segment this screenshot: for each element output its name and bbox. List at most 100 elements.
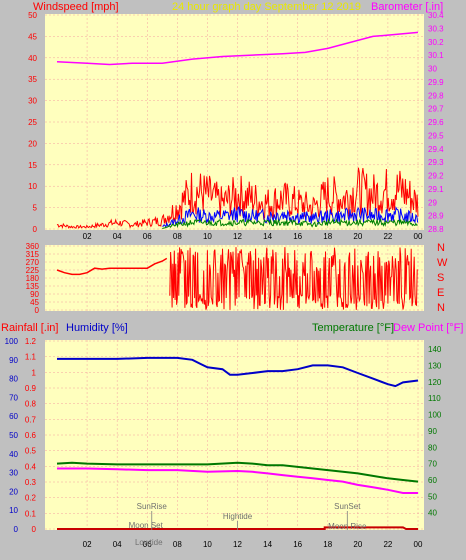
temperature-tick-label: 80 <box>428 443 437 452</box>
rainfall-tick-label: 0.3 <box>25 478 37 487</box>
windspeed-axis-label: Windspeed [mph] <box>33 1 119 13</box>
event-moonrise: Moon Rise <box>328 522 367 531</box>
temperature-tick-label: 90 <box>428 427 437 436</box>
temperature-tick-label: 120 <box>428 378 442 387</box>
temperature-tick-label: 140 <box>428 345 442 354</box>
humidity-tick-label: 70 <box>9 393 18 402</box>
time-tick-label: 16 <box>293 540 302 549</box>
time-tick-label: 12 <box>233 540 242 549</box>
barometer-tick-label: 29.8 <box>428 91 444 100</box>
time-tick-label: 08 <box>173 232 182 241</box>
time-tick-label: 20 <box>353 540 362 549</box>
humidity-tick-label: 90 <box>9 356 18 365</box>
rainfall-tick-label: 0.5 <box>25 447 37 456</box>
direction-tick-label: 45 <box>30 298 39 307</box>
humidity-tick-label: 20 <box>9 487 18 496</box>
humidity-axis-label: Humidity [%] <box>66 322 128 334</box>
time-tick-label: 16 <box>293 232 302 241</box>
barometer-tick-label: 29.1 <box>428 185 444 194</box>
wind-tick-label: 45 <box>28 32 37 41</box>
barometer-tick-label: 28.9 <box>428 212 444 221</box>
temperature-tick-label: 50 <box>428 492 437 501</box>
rainfall-tick-label: 0.1 <box>25 509 37 518</box>
time-tick-label: 22 <box>383 540 392 549</box>
time-tick-label: 12 <box>233 232 242 241</box>
time-tick-label: 20 <box>353 232 362 241</box>
direction-tick-label: 90 <box>30 290 39 299</box>
direction-tick-label: 135 <box>26 282 40 291</box>
temperature-tick-label: 70 <box>428 460 437 469</box>
temperature-line <box>56 461 419 483</box>
humidity-tick-label: 0 <box>14 525 19 534</box>
wind-tick-label: 35 <box>28 75 37 84</box>
temperature-tick-label: 130 <box>428 362 442 371</box>
time-tick-label: 06 <box>143 540 152 549</box>
humidity-line <box>57 356 419 388</box>
temperature-tick-label: 60 <box>428 476 437 485</box>
rainfall-tick-label: 0.7 <box>25 415 37 424</box>
compass-label: W <box>437 257 448 269</box>
wind-direction-line <box>56 257 168 276</box>
time-tick-label: 10 <box>203 232 212 241</box>
time-tick-label: 00 <box>414 540 423 549</box>
time-tick-label: 06 <box>143 232 152 241</box>
compass-label: N <box>437 242 445 254</box>
time-tick-label: 02 <box>83 540 92 549</box>
direction-tick-label: 180 <box>26 274 40 283</box>
rainfall-tick-label: 0.6 <box>25 431 37 440</box>
humidity-tick-label: 60 <box>9 412 18 421</box>
rainfall-axis-label: Rainfall [.in] <box>1 322 58 334</box>
barometer-tick-label: 30.2 <box>428 38 444 47</box>
direction-tick-label: 315 <box>26 250 40 259</box>
direction-tick-label: 360 <box>26 242 40 251</box>
barometer-tick-label: 29.6 <box>428 118 444 127</box>
wind-tick-label: 20 <box>28 139 37 148</box>
compass-label: N <box>437 302 445 314</box>
rainfall-tick-label: 0.2 <box>25 494 37 503</box>
barometer-tick-label: 29.7 <box>428 105 444 114</box>
direction-tick-label: 270 <box>26 258 40 267</box>
humidity-tick-label: 30 <box>9 469 18 478</box>
rainfall-tick-label: 0.4 <box>25 462 37 471</box>
time-tick-label: 08 <box>173 540 182 549</box>
wind-tick-label: 10 <box>28 182 37 191</box>
barometer-tick-label: 30.4 <box>428 11 444 20</box>
barometer-tick-label: 29 <box>428 198 437 207</box>
direction-tick-label: 0 <box>35 306 40 315</box>
barometer-tick-label: 29.4 <box>428 145 444 154</box>
wind-speed-line <box>56 167 419 229</box>
rainfall-tick-label: 0 <box>32 525 37 534</box>
humidity-tick-label: 50 <box>9 431 18 440</box>
humidity-tick-label: 100 <box>5 337 19 346</box>
rainfall-tick-label: 1.1 <box>25 353 37 362</box>
wind-tick-label: 15 <box>28 161 37 170</box>
wind-tick-label: 0 <box>33 225 38 234</box>
temperature-tick-label: 40 <box>428 509 437 518</box>
barometer-axis-label: Barometer [.in] <box>371 1 443 13</box>
compass-label: E <box>437 287 444 299</box>
event-sunrise: SunRise <box>137 502 168 511</box>
compass-label: S <box>437 272 444 284</box>
wind-tick-label: 25 <box>28 118 37 127</box>
dewpoint-line <box>57 467 418 494</box>
direction-tick-label: 225 <box>26 266 40 275</box>
event-lowtide: Lowtide <box>135 538 163 547</box>
barometer-tick-label: 29.2 <box>428 172 444 181</box>
time-tick-label: 04 <box>113 232 122 241</box>
dewpoint-axis-label: Dew Point [°F] <box>393 322 463 334</box>
time-tick-label: 18 <box>323 540 332 549</box>
time-tick-label: 02 <box>83 232 92 241</box>
rainfall-tick-label: 0.9 <box>25 384 37 393</box>
rainfall-tick-label: 1.2 <box>25 337 37 346</box>
rainfall-line <box>57 526 418 530</box>
wind-average-line <box>162 205 419 229</box>
time-tick-label: 04 <box>113 540 122 549</box>
wind-tick-label: 50 <box>28 11 37 20</box>
barometer-tick-label: 29.3 <box>428 158 444 167</box>
wind-low-line <box>162 217 418 229</box>
event-sunset: SunSet <box>334 502 361 511</box>
wind-tick-label: 30 <box>28 97 37 106</box>
temperature-axis-label: Temperature [°F] <box>312 322 394 334</box>
